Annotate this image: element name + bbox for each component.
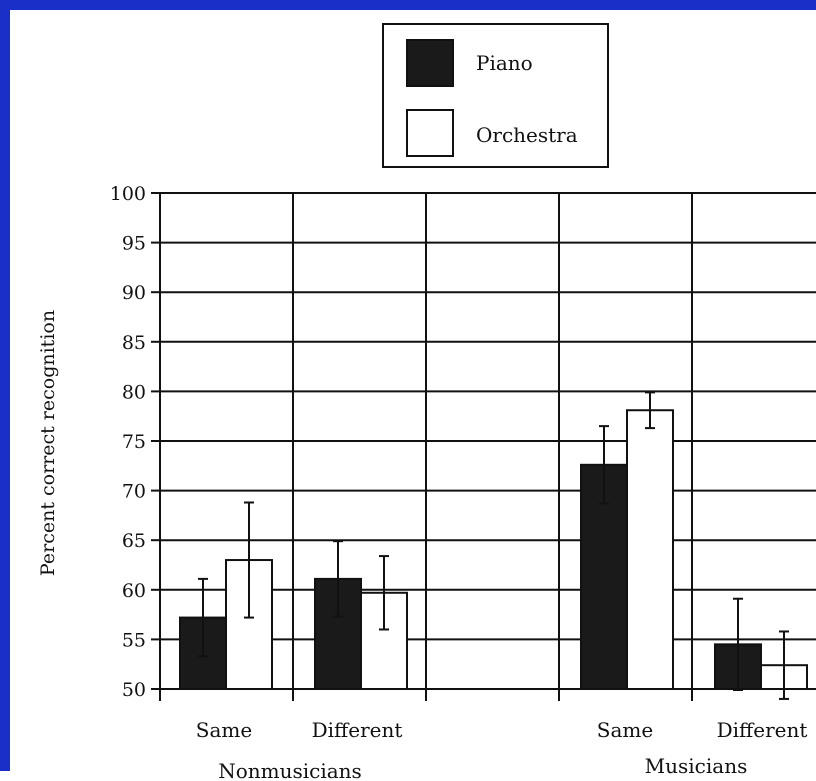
- y-tick-label: 85: [122, 332, 146, 354]
- bars: [179, 391, 808, 700]
- category-label-different: Different: [717, 718, 808, 742]
- bar-orchestra-2: [626, 409, 674, 690]
- y-tick-label: 80: [122, 381, 146, 403]
- legend-label-piano: Piano: [476, 51, 533, 75]
- y-axis-title: Percent correct recognition: [37, 310, 59, 576]
- y-tick-label: 55: [122, 629, 146, 651]
- y-tick-label: 95: [122, 233, 146, 255]
- gridlines: [160, 192, 816, 701]
- category-label-same: Same: [196, 718, 252, 742]
- y-tick-label: 75: [122, 431, 146, 453]
- category-label-same: Same: [597, 718, 653, 742]
- legend: Piano Orchestra: [382, 23, 609, 168]
- labels: 50 55 60 65 70 75 80 85 90 95 100 Same Different Same…: [110, 183, 808, 781]
- group-label-musicians: Musicians: [645, 754, 748, 778]
- y-tick-label: 50: [122, 679, 146, 701]
- bar-chart: 50 55 60 65 70 75 80 85 90 95 100 Same Different Same…: [37, 23, 816, 781]
- y-tick-label: 70: [122, 481, 146, 503]
- group-label-nonmusicians: Nonmusicians: [218, 759, 362, 781]
- legend-swatch-orchestra: [406, 109, 454, 157]
- y-tick-label: 100: [110, 183, 146, 205]
- legend-label-orchestra: Orchestra: [476, 123, 578, 147]
- bar-orchestra-0: [225, 559, 273, 690]
- legend-swatch-piano: [406, 39, 454, 87]
- y-tick-label: 60: [122, 580, 146, 602]
- category-label-different: Different: [312, 718, 403, 742]
- axes: [151, 192, 816, 701]
- y-tick-label: 65: [122, 530, 146, 552]
- y-tick-label: 90: [122, 282, 146, 304]
